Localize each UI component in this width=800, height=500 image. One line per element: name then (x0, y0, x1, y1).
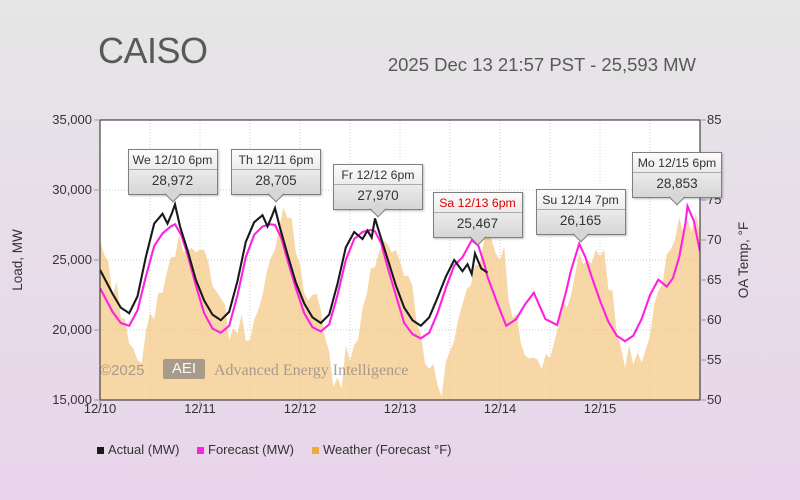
svg-text:12/14: 12/14 (484, 401, 517, 416)
svg-text:12/11: 12/11 (184, 401, 216, 416)
svg-text:Load, MW: Load, MW (10, 229, 25, 291)
svg-text:©2025: ©2025 (100, 362, 144, 379)
svg-text:OA Temp, °F: OA Temp, °F (736, 222, 751, 298)
svg-text:12/12: 12/12 (284, 401, 317, 416)
svg-text:20,000: 20,000 (52, 322, 92, 337)
svg-text:12/10: 12/10 (84, 401, 117, 416)
svg-text:30,000: 30,000 (52, 182, 92, 197)
svg-text:Forecast (MW): Forecast (MW) (208, 442, 294, 457)
svg-text:25,000: 25,000 (52, 252, 92, 267)
svg-text:60: 60 (707, 312, 721, 327)
svg-text:12/13: 12/13 (384, 401, 417, 416)
svg-text:55: 55 (707, 352, 721, 367)
svg-text:70: 70 (707, 232, 721, 247)
svg-text:85: 85 (707, 112, 721, 127)
svg-text:Actual (MW): Actual (MW) (108, 442, 180, 457)
svg-text:AEI: AEI (172, 360, 196, 377)
svg-text:Advanced Energy Intelligence: Advanced Energy Intelligence (214, 362, 408, 379)
svg-text:Weather (Forecast °F): Weather (Forecast °F) (323, 442, 452, 457)
svg-text:35,000: 35,000 (52, 112, 92, 127)
svg-text:65: 65 (707, 272, 721, 287)
svg-text:12/15: 12/15 (584, 401, 617, 416)
svg-text:50: 50 (707, 392, 721, 407)
